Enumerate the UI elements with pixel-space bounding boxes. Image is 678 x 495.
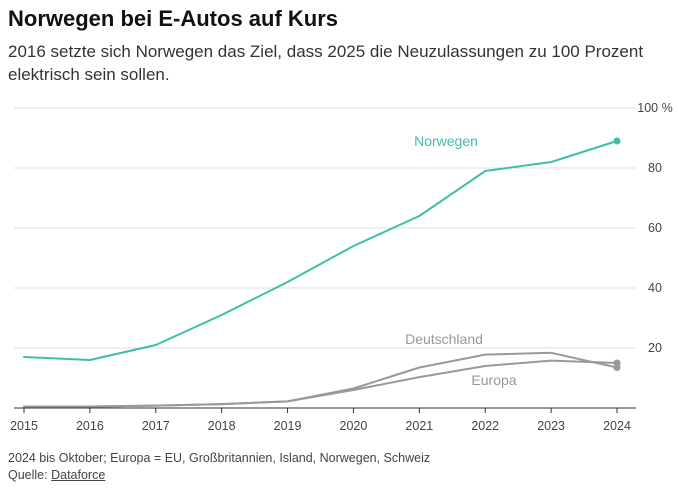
series-label-norwegen: Norwegen (414, 133, 478, 149)
series-line-norwegen (23, 140, 618, 361)
grid-lines (14, 107, 636, 349)
series-label-deutschland: Deutschland (405, 331, 483, 347)
series-label-europa: Europa (471, 372, 516, 388)
series-line-europa (23, 359, 618, 408)
source-line: Quelle: Dataforce (8, 468, 105, 482)
x-tick-label-2022: 2022 (471, 419, 499, 433)
x-tick-label-2016: 2016 (76, 419, 104, 433)
series-line-deutschland (23, 351, 618, 408)
source-link[interactable]: Dataforce (51, 468, 106, 482)
y-tick-label-40: 40 (648, 281, 662, 295)
chart-title: Norwegen bei E-Autos auf Kurs (8, 6, 339, 31)
x-tick-label-2017: 2017 (142, 419, 170, 433)
source-label: Quelle: (8, 468, 52, 482)
x-tick-label-2021: 2021 (405, 419, 433, 433)
y-tick-label-20: 20 (648, 341, 662, 355)
x-tick-label-2018: 2018 (208, 419, 236, 433)
axes: 20 40 60 80 100 % 2015 2016 2017 2018 2019 2020 202… (10, 101, 673, 433)
x-tick-label-2024: 2024 (603, 419, 631, 433)
x-tick-label-2015: 2015 (10, 419, 38, 433)
chart-subtitle: 2016 setzte sich Norwegen das Ziel, dass… (8, 42, 644, 84)
y-tick-label-100: 100 % (637, 101, 672, 115)
series-labels: Norwegen Deutschland Europa (405, 133, 517, 388)
y-tick-label-80: 80 (648, 161, 662, 175)
x-tick-label-2023: 2023 (537, 419, 565, 433)
series-endpoint-norwegen (613, 137, 621, 145)
y-tick-label-60: 60 (648, 221, 662, 235)
series-endpoint-europa (613, 359, 621, 367)
x-tick-label-2020: 2020 (340, 419, 368, 433)
x-tick-label-2019: 2019 (274, 419, 302, 433)
series-lines (23, 137, 621, 408)
footnote: 2024 bis Oktober; Europa = EU, Großbrita… (8, 451, 431, 465)
